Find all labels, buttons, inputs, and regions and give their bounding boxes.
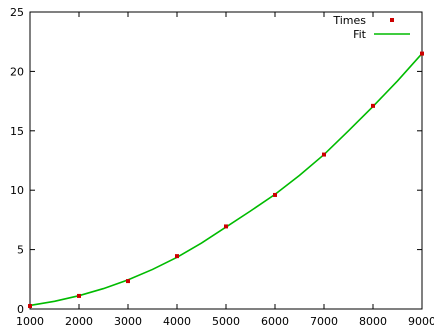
x-tick-label: 1000 <box>16 315 44 328</box>
data-point <box>175 254 179 259</box>
x-tick-label: 8000 <box>359 315 387 328</box>
x-tick-label: 3000 <box>114 315 142 328</box>
y-tick-label: 20 <box>10 65 24 78</box>
x-tick-label: 6000 <box>261 315 289 328</box>
data-point <box>371 103 375 108</box>
legend-label: Fit <box>353 28 367 41</box>
x-tick-label: 7000 <box>310 315 338 328</box>
y-tick-label: 15 <box>10 125 24 138</box>
data-point <box>126 279 130 284</box>
x-tick-label: 9000 <box>408 315 434 328</box>
fit-line <box>29 53 423 307</box>
data-point <box>420 51 424 56</box>
x-tick-label: 5000 <box>212 315 240 328</box>
y-tick-label: 25 <box>10 6 24 19</box>
data-point <box>28 304 32 309</box>
plot-frame <box>29 11 423 310</box>
data-point <box>77 293 81 298</box>
y-tick-label: 10 <box>10 184 24 197</box>
x-tick-label: 4000 <box>163 315 191 328</box>
legend-label: Times <box>332 14 366 27</box>
times-series <box>28 51 424 309</box>
data-point <box>322 152 326 157</box>
x-tick-label: 2000 <box>65 315 93 328</box>
legend-swatch-point <box>390 18 394 22</box>
fit-series <box>29 53 423 307</box>
y-tick-label: 0 <box>17 303 24 316</box>
data-point <box>224 224 228 229</box>
y-tick-label: 5 <box>17 244 24 257</box>
axes: 1000 2000 3000 4000 5000 6000 7000 8000 9000 0 5 10… <box>10 6 434 328</box>
data-point <box>273 192 277 197</box>
